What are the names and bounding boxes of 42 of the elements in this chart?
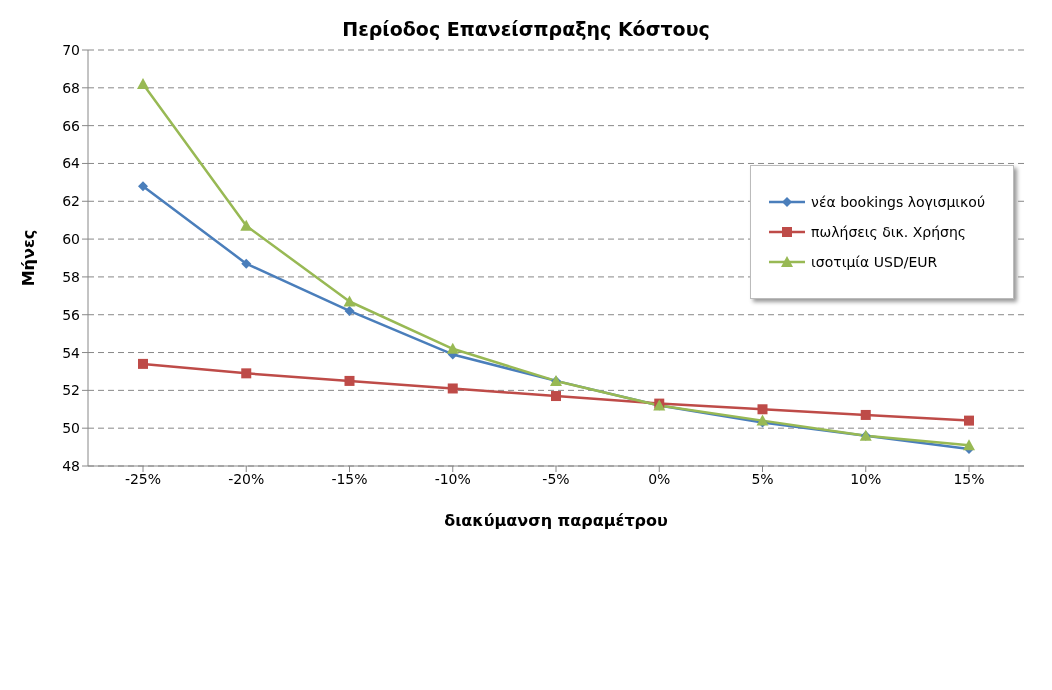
y-tick-label: 54 <box>62 344 81 361</box>
x-tick-label: 15% <box>953 470 985 487</box>
y-axis-title: Μήνες <box>18 229 38 287</box>
x-axis-title: διακύμανση παραμέτρου <box>444 511 669 530</box>
legend-label: ισοτιμία USD/EUR <box>811 254 938 270</box>
y-tick-label: 70 <box>62 41 80 58</box>
point <box>344 375 355 386</box>
point <box>447 383 458 394</box>
y-tick-label: 60 <box>62 231 80 248</box>
point <box>757 404 768 415</box>
y-tick-label: 56 <box>62 306 81 323</box>
point <box>860 409 871 420</box>
y-tick-label: 48 <box>62 457 80 474</box>
x-tick-label: 10% <box>850 470 882 487</box>
point <box>964 415 974 426</box>
x-tick-label: 5% <box>751 470 774 487</box>
y-tick-label: 66 <box>62 117 81 134</box>
point <box>344 305 355 316</box>
y-tick-label: 58 <box>62 268 80 285</box>
legend-label: πωλήσεις δικ. Χρήσης <box>811 224 967 240</box>
x-tick-label: -25% <box>124 470 162 487</box>
x-tick-label: -15% <box>331 470 368 487</box>
point <box>343 295 356 307</box>
legend-label: νέα bookings λογισμικού <box>811 194 985 210</box>
point <box>137 78 149 90</box>
y-tick-label: 50 <box>62 420 80 437</box>
chart-title: Περίοδος Επανείσπραξης Κόστους <box>341 17 711 40</box>
x-tick-label: 0% <box>648 470 671 487</box>
point <box>963 439 975 451</box>
point <box>446 342 459 354</box>
y-tick-label: 64 <box>62 155 81 172</box>
y-tick-label: 62 <box>62 193 80 210</box>
point <box>138 358 148 369</box>
x-tick-label: -20% <box>228 470 265 487</box>
point <box>551 391 561 402</box>
x-tick-label: -5% <box>542 470 570 487</box>
y-tick-label: 68 <box>62 79 80 96</box>
point <box>241 368 252 379</box>
point <box>241 258 252 269</box>
y-tick-label: 52 <box>62 382 80 399</box>
point <box>138 181 148 192</box>
x-tick-label: -10% <box>434 470 471 487</box>
